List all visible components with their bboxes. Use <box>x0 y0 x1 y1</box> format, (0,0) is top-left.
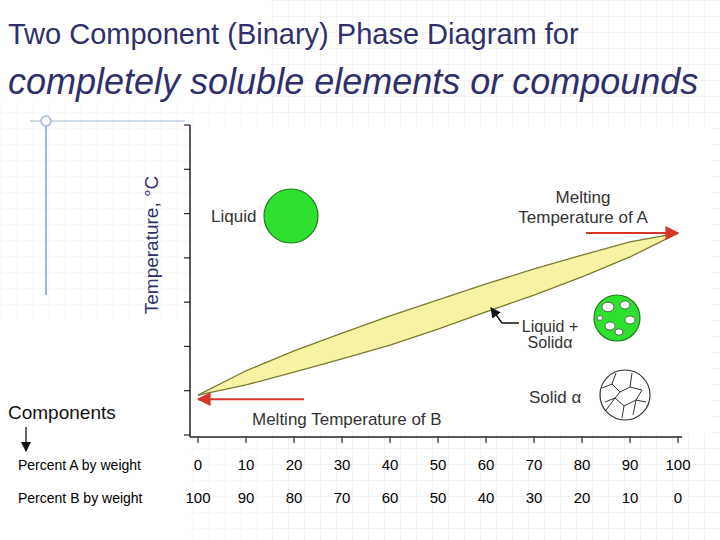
x-tick-label: 0 <box>194 456 202 473</box>
y-tick <box>184 390 190 391</box>
y-tick <box>184 434 190 435</box>
x-tick <box>677 437 678 443</box>
x-tick <box>197 437 198 443</box>
y-tick <box>184 302 190 303</box>
title: Two Component (Binary) Phase Diagram for <box>8 18 579 50</box>
x-tick <box>485 437 486 443</box>
y-tick <box>184 169 190 170</box>
x-tick <box>293 437 294 443</box>
x-tick <box>629 437 630 443</box>
x2-tick-label: 40 <box>478 489 495 506</box>
x2-tick-label: 70 <box>334 489 351 506</box>
subtitle: completely soluble elements or compounds <box>8 61 698 102</box>
solid-grain <box>620 301 630 309</box>
liquid-icon <box>264 189 318 243</box>
x-tick-label: 10 <box>238 456 255 473</box>
x2-tick-label: 80 <box>286 489 303 506</box>
x-tick-label: 100 <box>665 456 690 473</box>
solid-icon <box>600 370 650 420</box>
plot-data <box>198 233 678 395</box>
grain-boundary <box>602 384 642 392</box>
solid-grain <box>605 322 615 330</box>
grain-boundary <box>612 373 642 400</box>
phase-boundary-line <box>198 233 678 395</box>
background-grid-lower <box>0 100 720 540</box>
annotation: Solid α <box>529 388 582 407</box>
x2-tick-label: 90 <box>238 489 255 506</box>
x-tick-label: 60 <box>478 456 495 473</box>
x-tick <box>245 437 246 443</box>
x-axis-line <box>190 436 682 438</box>
x-tick-label: 30 <box>334 456 351 473</box>
grain-boundary <box>606 398 636 418</box>
solid-grain <box>602 302 614 312</box>
decor-bar <box>45 122 47 295</box>
two-phase-region <box>198 233 678 395</box>
annotation: Liquid +Solidα <box>522 318 579 351</box>
label-backdrop <box>0 320 190 540</box>
annotation: Melting Temperature of B <box>252 410 442 429</box>
x-tick-label: 20 <box>286 456 303 473</box>
liquid-solid-icon <box>594 295 640 341</box>
annotation: Components <box>8 402 116 423</box>
y-tick <box>184 213 190 214</box>
annotation-arrow <box>491 308 519 323</box>
x-tick-label: 90 <box>622 456 639 473</box>
x2-tick-label: 60 <box>382 489 399 506</box>
y-tick <box>184 346 190 347</box>
x-tick <box>437 437 438 443</box>
x2-axis-label: Percent B by weight <box>18 490 143 506</box>
x-axis-label: Percent A by weight <box>18 457 141 473</box>
y-axis-label: Temperature, °C <box>141 176 162 315</box>
solid-grain <box>597 316 603 321</box>
annotation-arrow <box>25 427 27 451</box>
annotation: Liquid <box>211 207 256 226</box>
x-tick-label: 80 <box>574 456 591 473</box>
x2-tick-label: 20 <box>574 489 591 506</box>
decor-dot <box>41 116 51 126</box>
background <box>0 0 720 540</box>
x2-tick-label: 100 <box>185 489 210 506</box>
x-tick-label: 70 <box>526 456 543 473</box>
x-tick <box>533 437 534 443</box>
x2-tick-label: 50 <box>430 489 447 506</box>
x-tick <box>389 437 390 443</box>
y-tick <box>184 124 190 125</box>
solid-grain <box>625 316 635 324</box>
annotation: MeltingTemperature of A <box>518 188 648 227</box>
x-tick <box>581 437 582 443</box>
y-tick <box>184 257 190 258</box>
x2-tick-label: 30 <box>526 489 543 506</box>
plot-backdrop <box>192 126 712 434</box>
decor-line <box>30 121 185 122</box>
annotation-arrow <box>198 398 304 400</box>
x-tick-label: 40 <box>382 456 399 473</box>
phase-boundary-line <box>198 233 678 395</box>
annotation-arrow <box>586 232 678 234</box>
slide: Two Component (Binary) Phase Diagram for… <box>0 0 720 540</box>
x-tick-label: 50 <box>430 456 447 473</box>
x2-tick-label: 0 <box>674 489 682 506</box>
x2-tick-label: 10 <box>622 489 639 506</box>
solid-grain <box>615 329 623 335</box>
x-tick <box>341 437 342 443</box>
